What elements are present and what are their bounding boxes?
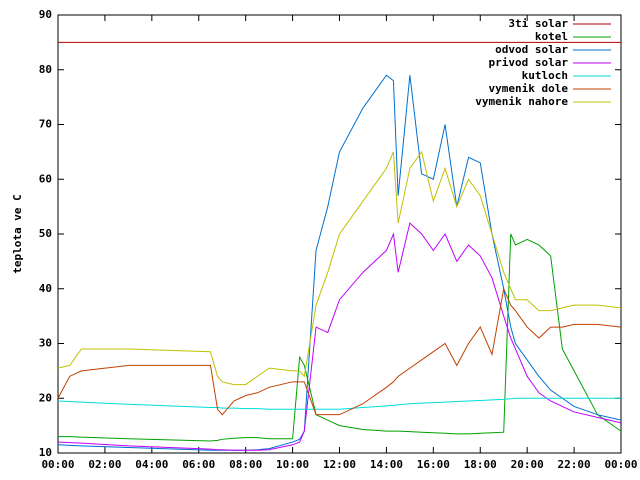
x-tick-label: 20:00 — [511, 458, 544, 471]
x-tick-label: 14:00 — [370, 458, 403, 471]
plot-border — [57, 14, 622, 454]
y-tick-label: 90 — [39, 8, 52, 21]
y-tick-label: 30 — [39, 337, 52, 350]
x-tick-label: 10:00 — [276, 458, 309, 471]
legend-label: vymenik nahore — [475, 95, 568, 108]
y-axis-label: teplota ve C — [11, 194, 24, 273]
x-tick-label: 00:00 — [604, 458, 637, 471]
x-tick-label: 12:00 — [323, 458, 356, 471]
data-line — [57, 287, 622, 416]
x-tick-label: 02:00 — [88, 458, 121, 471]
data-line — [57, 74, 622, 451]
y-tick-label: 40 — [39, 282, 52, 295]
y-tick-label: 10 — [39, 446, 52, 459]
data-line — [58, 233, 622, 442]
legend-label: kutloch — [522, 69, 568, 82]
legend-label: 3ti solar — [508, 17, 568, 30]
legend-label: privod solar — [489, 56, 569, 69]
legend-label: vymenik dole — [489, 82, 569, 95]
x-tick-label: 16:00 — [417, 458, 450, 471]
y-tick-label: 20 — [39, 391, 52, 404]
x-tick-label: 06:00 — [182, 458, 215, 471]
data-line — [57, 150, 622, 386]
legend-label: odvod solar — [495, 43, 568, 56]
y-tick-label: 70 — [39, 118, 52, 131]
y-tick-label: 60 — [39, 172, 52, 185]
x-tick-label: 08:00 — [229, 458, 262, 471]
y-tick-label: 80 — [39, 63, 52, 76]
x-tick-label: 04:00 — [135, 458, 168, 471]
data-line — [57, 222, 622, 451]
legend-label: kotel — [535, 30, 568, 43]
x-tick-label: 18:00 — [464, 458, 497, 471]
x-tick-label: 22:00 — [558, 458, 591, 471]
data-line — [57, 397, 621, 410]
y-tick-label: 50 — [39, 227, 52, 240]
x-tick-label: 00:00 — [41, 458, 74, 471]
